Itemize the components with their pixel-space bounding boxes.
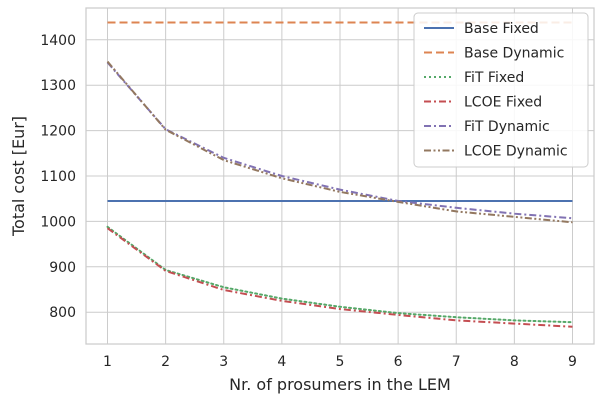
y-axis-label: Total cost [Eur] xyxy=(9,116,28,237)
legend-label: Base Dynamic xyxy=(464,46,564,62)
x-axis-ticks: 1 2 3 4 5 6 7 8 9 xyxy=(103,354,577,370)
legend-label: LCOE Dynamic xyxy=(464,144,568,160)
x-tick-label: 5 xyxy=(336,354,345,370)
y-tick-label: 1000 xyxy=(40,214,76,230)
x-tick-label: 9 xyxy=(568,354,577,370)
legend-label: FiT Dynamic xyxy=(464,119,550,135)
y-tick-label: 800 xyxy=(49,305,76,321)
series-lines xyxy=(106,21,574,328)
series-line-lcoe-fixed xyxy=(106,227,573,328)
x-tick-label: 7 xyxy=(452,354,461,370)
legend-label: FiT Fixed xyxy=(464,70,524,86)
x-tick-label: 3 xyxy=(219,354,228,370)
y-tick-label: 1400 xyxy=(40,33,76,49)
y-tick-label: 1100 xyxy=(40,169,76,185)
plot-frame xyxy=(85,7,595,345)
legend: Base Fixed Base Dynamic FiT Fixed LCOE Fixe… xyxy=(413,12,589,168)
y-tick-label: 900 xyxy=(49,260,76,276)
series-line-lcoe-dynamic xyxy=(106,60,573,224)
y-axis-ticks: 800 900 1000 1100 1200 1300 1400 xyxy=(40,33,76,321)
x-tick-label: 2 xyxy=(161,354,170,370)
x-tick-label: 8 xyxy=(510,354,519,370)
legend-label: Base Fixed xyxy=(464,21,539,37)
x-tick-label: 1 xyxy=(103,354,112,370)
series-line-fit-dynamic xyxy=(106,61,573,220)
legend-box xyxy=(413,12,589,168)
x-axis-label: Nr. of prosumers in the LEM xyxy=(229,375,451,394)
series-line-fit-fixed xyxy=(106,225,574,324)
legend-label: LCOE Fixed xyxy=(464,95,542,111)
x-tick-label: 6 xyxy=(394,354,403,370)
y-tick-label: 1200 xyxy=(40,124,76,140)
y-tick-label: 1300 xyxy=(40,78,76,94)
x-tick-label: 4 xyxy=(277,354,286,370)
